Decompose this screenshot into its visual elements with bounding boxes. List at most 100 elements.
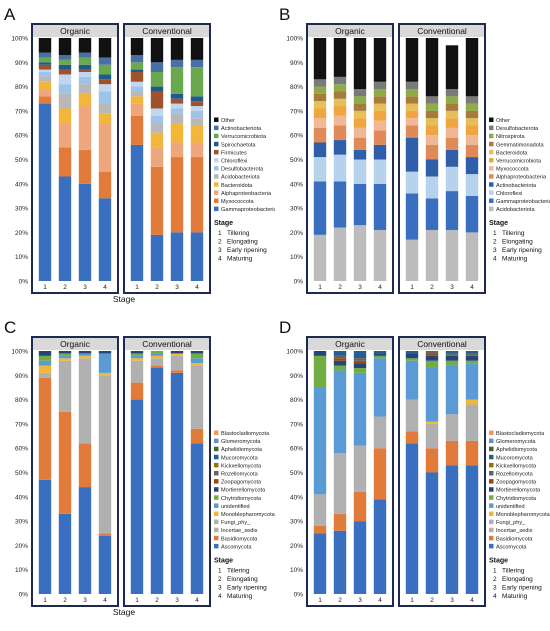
bar-segment <box>353 363 367 369</box>
y-tick-label: 100% <box>11 36 28 43</box>
legend-label: Aphelidiomycota <box>496 447 538 453</box>
bar-segment <box>333 365 347 371</box>
bar-segment <box>98 64 112 75</box>
stage-legend-title: Stage <box>489 220 508 227</box>
panel-c: C 0% 10% 20% 30% 40% 50% 60% 70% 80% 90% 100% Organi… <box>0 313 276 626</box>
y-tick-label: 60% <box>290 446 303 453</box>
legend-swatch <box>489 174 494 179</box>
y-tick-label: 30% <box>15 206 28 213</box>
legend-label: Rozellomycota <box>496 472 534 478</box>
legend-label: Chytridiomycota <box>496 496 537 502</box>
bar-segment <box>313 181 327 235</box>
bar-segment <box>333 351 347 356</box>
bar-segment <box>38 355 52 361</box>
bar-segment <box>373 130 387 145</box>
bar-segment <box>405 358 419 361</box>
bar-segment <box>170 67 184 94</box>
bar-segment <box>465 360 479 364</box>
bar-segment <box>373 120 387 131</box>
legend-label: Mucoromycota <box>221 455 259 461</box>
bar-segment <box>333 91 347 99</box>
bar-segment <box>425 135 439 145</box>
bar-segment <box>190 157 204 233</box>
bar-segment <box>373 353 387 356</box>
bar-segment <box>405 118 419 126</box>
bar-segment <box>425 229 439 281</box>
bar-segment <box>425 125 439 136</box>
bar-segment <box>405 193 419 240</box>
legend-swatch <box>214 125 219 131</box>
legend-swatch <box>214 454 219 460</box>
group-frame <box>31 336 119 607</box>
x-tick-label: 4 <box>470 597 474 604</box>
bar-segment <box>98 533 112 536</box>
legend-label: Chloroflexi <box>496 191 522 197</box>
bar-segment <box>190 353 204 359</box>
chart-d: D 0% 10% 20% 30% 40% 50% 60% 70% 80% 90% 100% Organi… <box>279 318 550 607</box>
legend-label: Verrucomicrobiota <box>496 159 542 165</box>
bar-segment <box>170 372 184 594</box>
legend-label: Actinobacteriota <box>221 126 262 132</box>
legend-swatch <box>214 462 219 468</box>
x-tick-label: 3 <box>83 284 87 291</box>
bar-segment <box>405 137 419 172</box>
panel-letter: B <box>279 5 290 24</box>
bar-segment <box>170 93 184 99</box>
bar-segment <box>445 127 459 138</box>
bar-segment <box>190 443 204 594</box>
bar-segment <box>38 365 52 373</box>
x-tick-label: 3 <box>358 284 362 291</box>
bar-segment <box>405 239 419 281</box>
stage-name: Tillering <box>502 230 525 237</box>
bar-segment <box>150 72 164 87</box>
bar-segment <box>78 64 92 70</box>
y-tick-label: 50% <box>290 470 303 477</box>
legend-label: Blastocladiomycota <box>496 431 545 437</box>
bar-segment <box>465 144 479 158</box>
bar-segment <box>58 176 72 281</box>
bar-segment <box>333 84 347 92</box>
legend-label: Basidiomycota <box>221 536 258 542</box>
bar-segment <box>130 351 144 354</box>
bar-segment <box>313 101 327 109</box>
bar-segment <box>58 38 72 56</box>
group-title: Conventional <box>142 26 192 36</box>
bar-segment <box>170 59 184 68</box>
bar-segment <box>333 98 347 107</box>
y-tick-label: 100% <box>286 36 303 43</box>
x-tick-label: 2 <box>338 597 342 604</box>
bar-segment <box>58 69 72 75</box>
bar-segment <box>170 103 184 109</box>
legend-label: Monoblepharomycota <box>496 512 550 518</box>
legend-label: Glomeromycota <box>221 439 261 445</box>
bar-segment <box>333 115 347 126</box>
bar-segment <box>353 110 367 119</box>
bar-segment <box>405 38 419 82</box>
group-title: Conventional <box>417 26 467 36</box>
bar-segment <box>38 72 52 77</box>
y-tick-label: 20% <box>290 230 303 237</box>
x-tick-label: 2 <box>155 284 159 291</box>
y-tick-label: 50% <box>15 470 28 477</box>
bar-segment <box>425 360 439 369</box>
bar-segment <box>58 351 72 354</box>
bar-segment <box>98 113 112 124</box>
legend-label: Mortierellomycota <box>496 488 541 494</box>
legend-swatch <box>489 454 494 460</box>
legend-label: Incertae_sedis <box>496 528 533 534</box>
legend-label: Bacteroidota <box>221 183 253 189</box>
bar-segment <box>373 38 387 82</box>
legend-label: Myxococcota <box>496 167 530 173</box>
bar-segment <box>425 118 439 126</box>
legend-swatch <box>489 535 494 541</box>
bar-segment <box>373 355 387 359</box>
bar-segment <box>98 171 112 199</box>
bar-segment <box>78 52 92 58</box>
bar-segment <box>313 525 327 534</box>
bar-segment <box>445 45 459 90</box>
legend-swatch <box>214 141 219 147</box>
legend-swatch <box>489 519 494 525</box>
legend-label: Chytridiomycota <box>221 496 262 502</box>
bar-segment <box>353 137 367 150</box>
